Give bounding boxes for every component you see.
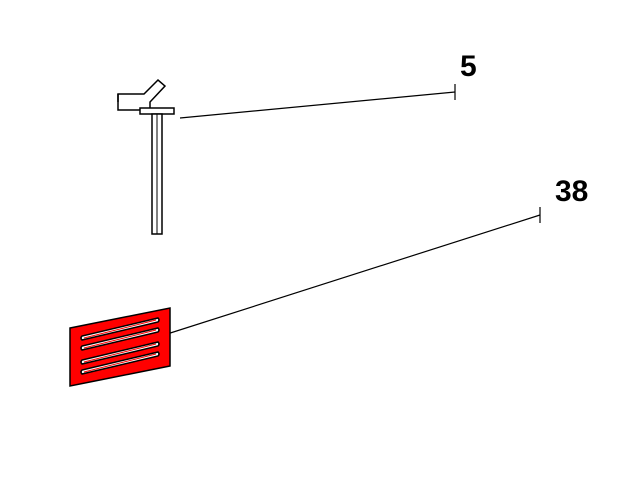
diagram-svg bbox=[0, 0, 641, 500]
part-38-shape bbox=[70, 308, 170, 386]
part-5-shape bbox=[118, 80, 174, 234]
diagram-canvas: 5 38 bbox=[0, 0, 641, 500]
callout-5 bbox=[180, 84, 455, 118]
callout-38 bbox=[164, 207, 540, 335]
